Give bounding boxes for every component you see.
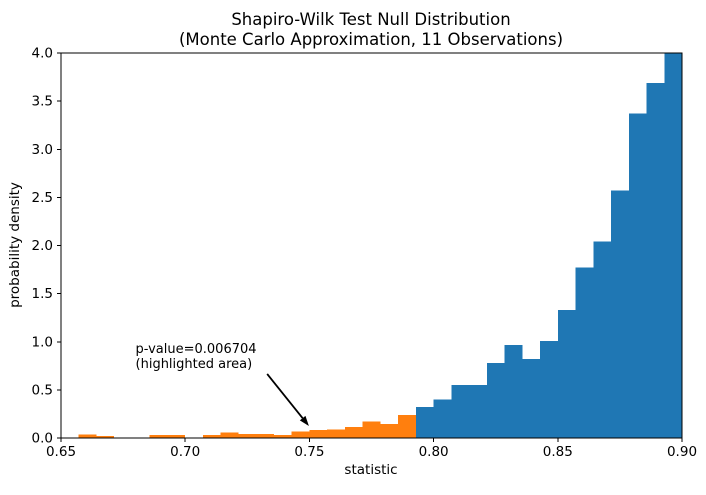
y-tick-label: 1.0: [32, 334, 53, 350]
histogram-bar: [469, 385, 487, 438]
y-tick-label: 2.0: [32, 238, 53, 254]
x-tick-label: 0.85: [543, 444, 573, 460]
histogram-bar: [486, 362, 505, 438]
x-tick-label: 0.90: [667, 444, 697, 460]
axes-layer: [57, 52, 683, 442]
histogram-bar-highlighted: [149, 435, 168, 438]
histogram-bar: [664, 53, 682, 438]
y-tick-label: 3.0: [32, 142, 53, 158]
histogram-bar-highlighted: [220, 432, 239, 438]
histogram-bar: [611, 190, 629, 438]
histogram-bar-highlighted: [273, 435, 292, 438]
histogram-bar-highlighted: [380, 424, 399, 438]
histogram-bar-highlighted: [202, 435, 221, 438]
histogram-bar-highlighted: [291, 431, 310, 438]
histogram-bar-highlighted: [256, 433, 274, 438]
histogram-bar-highlighted: [362, 421, 381, 438]
histogram-bar-highlighted: [96, 435, 115, 438]
annotation-text-line2: (highlighted area): [136, 357, 253, 372]
histogram-bar: [646, 82, 665, 438]
histogram-bar: [540, 340, 558, 438]
histogram-bar: [628, 113, 647, 438]
chart-title: Shapiro-Wilk Test Null Distribution: [231, 10, 510, 29]
histogram-bar-highlighted: [309, 430, 328, 438]
annotation-text-line1: p-value=0.006704: [136, 342, 257, 357]
annotation-arrow-line: [266, 373, 304, 419]
histogram-bar-highlighted: [238, 433, 257, 438]
x-tick-label: 0.65: [46, 444, 76, 460]
histogram-bar: [557, 309, 576, 438]
tick-labels-layer: 0.65 0.70 0.75 0.80 0.85 0.90 0.0 0.5 1.0 1.5 2.0 2…: [32, 46, 698, 461]
histogram-bar: [575, 267, 594, 438]
histogram-bar-highlighted: [167, 435, 186, 438]
histogram-bar-highlighted: [398, 415, 416, 438]
y-tick-label: 4.0: [32, 46, 53, 62]
annotation-arrow: [266, 373, 309, 426]
y-tick-label: 0.5: [32, 382, 53, 398]
histogram-bar-highlighted: [327, 429, 345, 438]
x-tick-label: 0.70: [170, 444, 200, 460]
y-tick-label: 0.0: [32, 431, 53, 447]
histogram-bar: [593, 241, 612, 438]
histogram-bar: [522, 359, 541, 438]
y-tick-label: 3.5: [32, 94, 53, 110]
chart-subtitle: (Monte Carlo Approximation, 11 Observati…: [179, 30, 563, 49]
histogram-bar: [433, 399, 452, 438]
histogram-bar-highlighted: [344, 426, 363, 438]
x-axis-label: statistic: [344, 462, 397, 478]
x-tick-label: 0.75: [294, 444, 324, 460]
bars-layer: [78, 53, 682, 438]
histogram-bar: [415, 407, 434, 438]
histogram-bar: [504, 345, 523, 438]
annotation-arrow-head: [299, 415, 309, 426]
x-tick-label: 0.80: [419, 444, 449, 460]
y-tick-label: 1.5: [32, 286, 53, 302]
histogram-bar: [451, 385, 470, 438]
histogram-bar-highlighted: [78, 434, 97, 438]
y-tick-label: 2.5: [32, 190, 53, 206]
y-axis-label: probability density: [7, 182, 23, 308]
